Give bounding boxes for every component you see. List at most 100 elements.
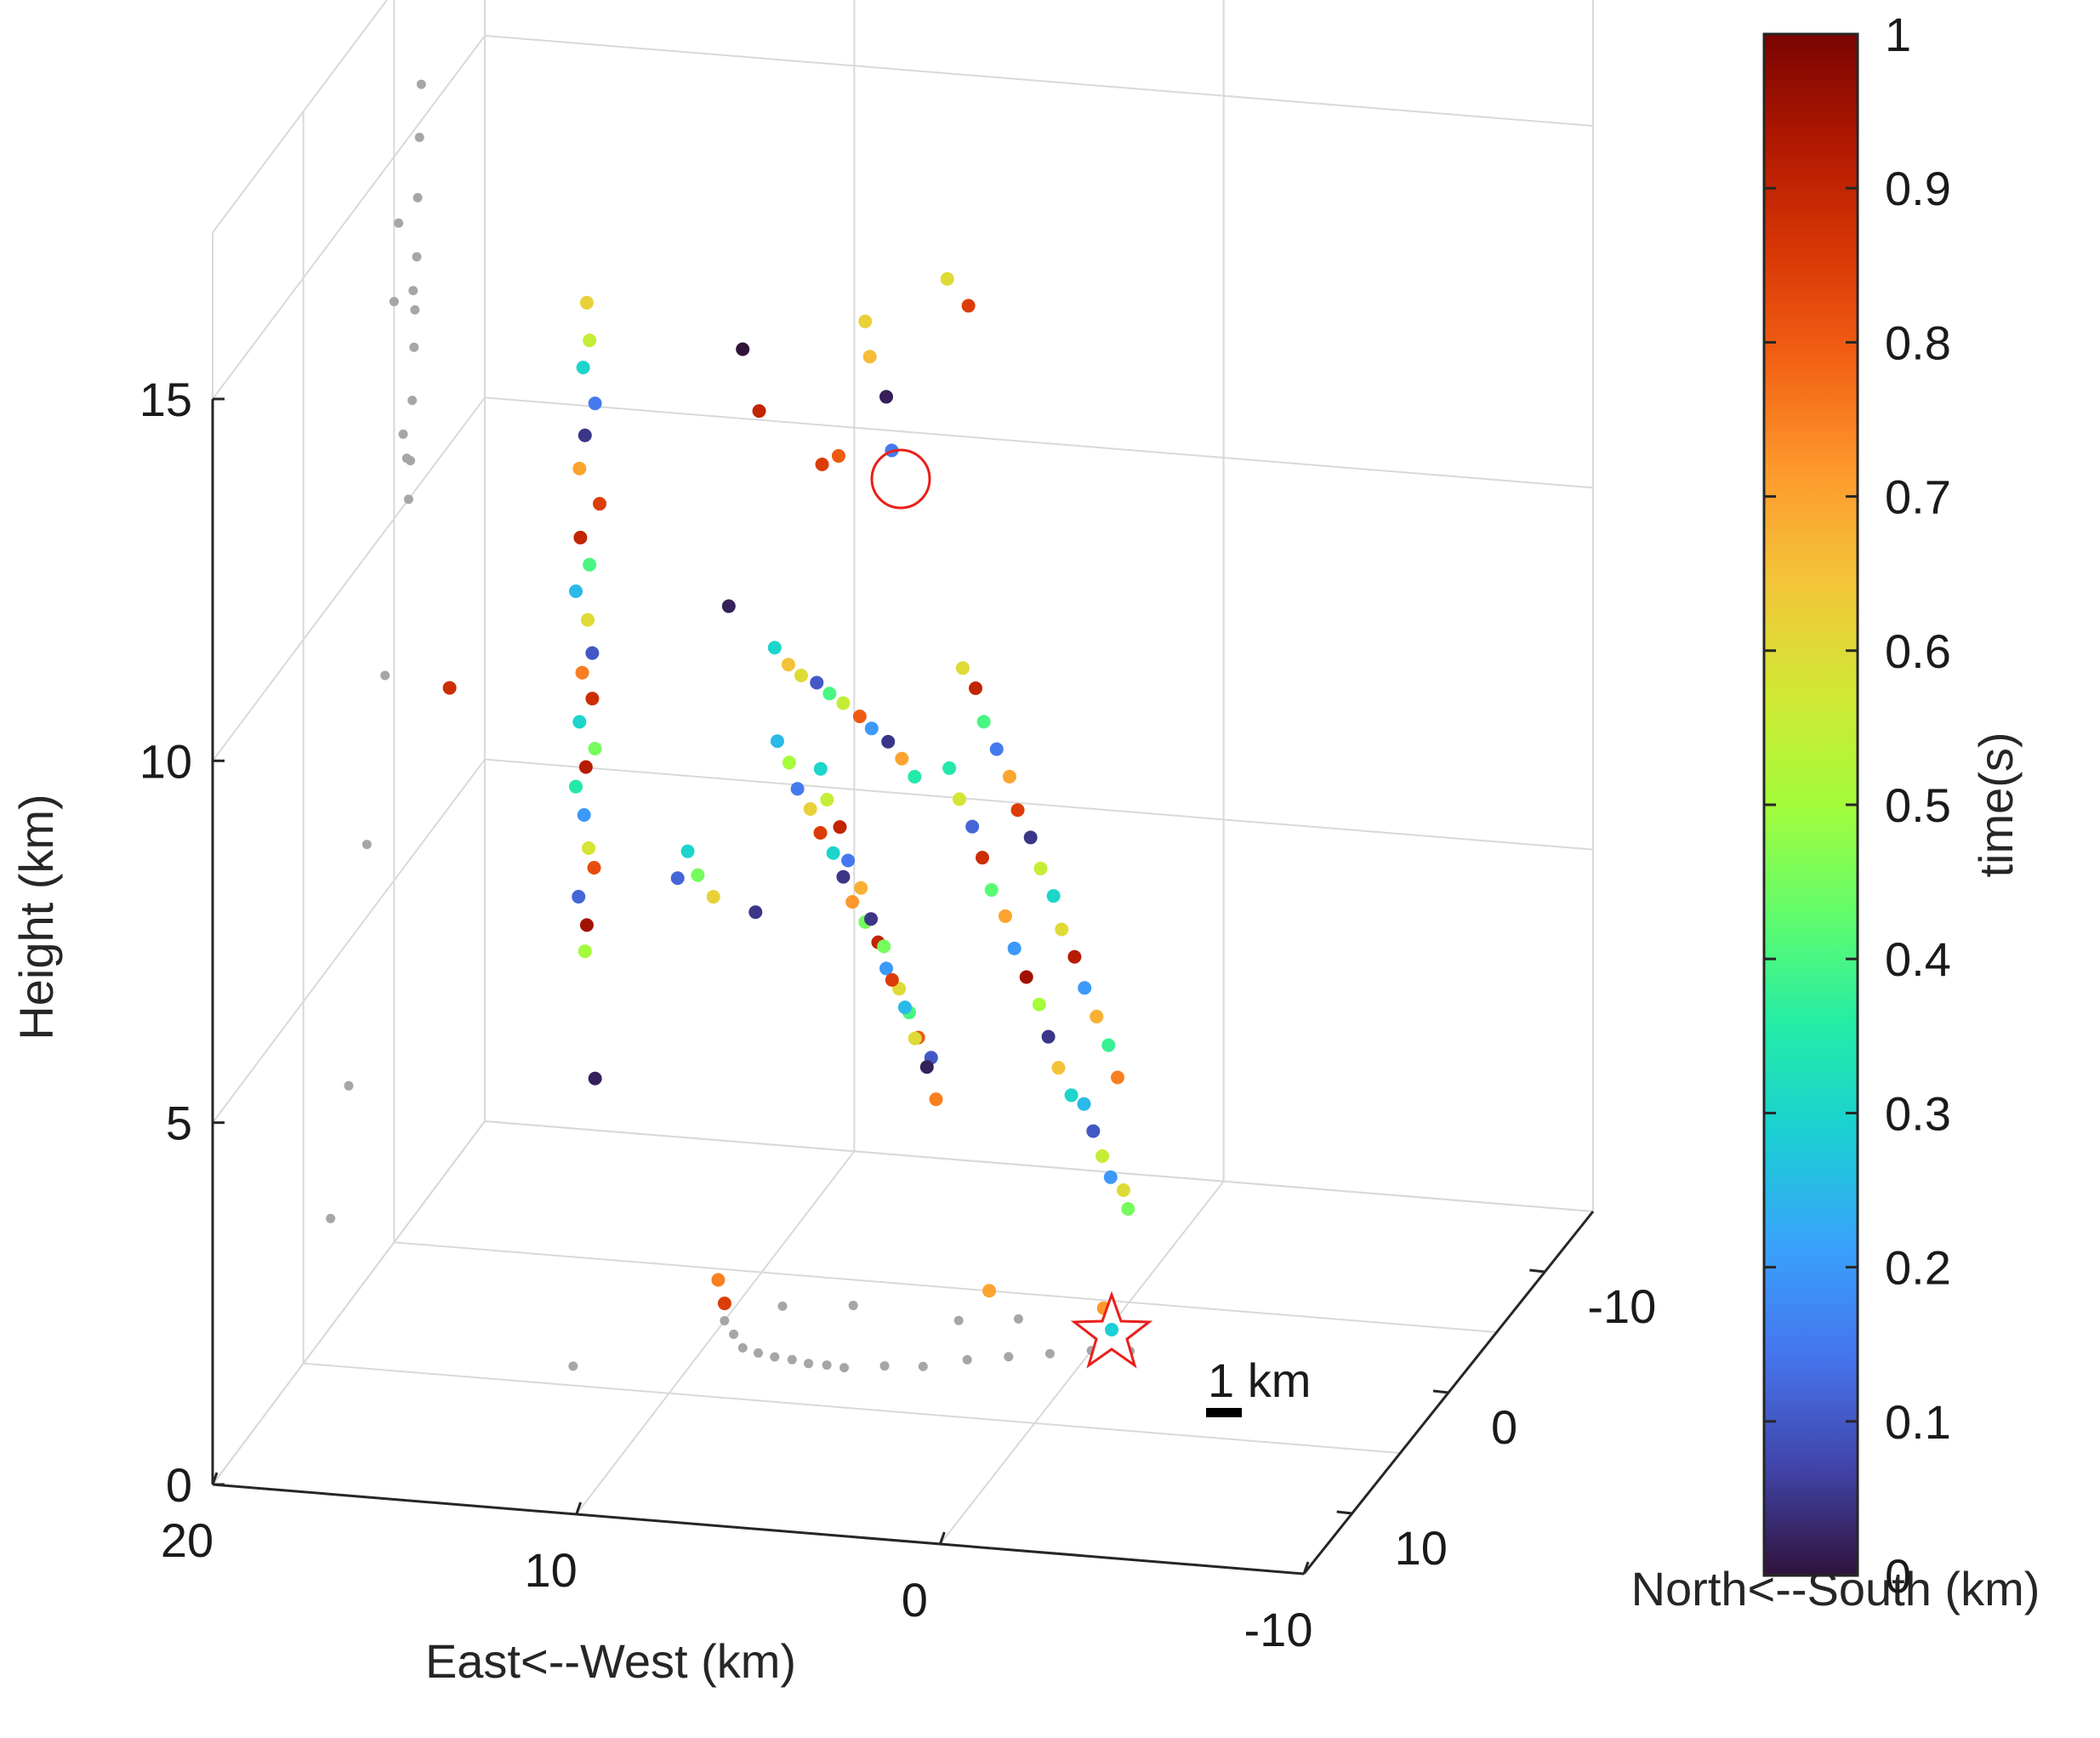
data-point [969,681,983,696]
projection-point [839,1363,850,1373]
data-point [852,709,867,724]
data-point [1096,1148,1110,1163]
data-point [831,448,845,463]
x-tick-mark [938,1531,946,1545]
x-tick-label: 0 [902,1573,928,1627]
data-point [908,769,922,784]
data-point [940,271,954,286]
projection-point [953,1315,964,1325]
data-point [577,807,591,822]
data-point [813,825,828,840]
data-point [782,755,796,770]
data-point [989,742,1004,756]
x-tick-mark [575,1502,583,1515]
data-point [721,599,736,613]
y-tick-mark [1336,1510,1352,1515]
colorbar-tick-label: 0.2 [1885,1241,1951,1295]
x-tick-mark [1302,1561,1310,1575]
data-point [578,428,592,442]
data-point [984,883,999,897]
colorbar-tick-label: 0.5 [1885,778,1951,832]
data-point [579,295,594,310]
back-wall-grid-line [484,35,1594,127]
data-point [1019,970,1033,984]
data-point [442,681,457,695]
colorbar-tick-label: 0.3 [1885,1086,1951,1140]
data-point [585,692,600,706]
projection-point [410,305,420,315]
data-point [1064,1088,1078,1103]
colorbar-tick-label: 0.6 [1885,624,1951,678]
annotations: 1 km [870,448,1311,1417]
data-point [975,851,989,865]
data-point [588,1071,602,1086]
colorbar-tick-label: 1 [1885,8,1911,61]
data-point [1078,981,1092,995]
data-point [569,584,583,599]
projection-point [737,1342,748,1353]
data-point [1110,1070,1124,1085]
data-point [572,890,586,904]
data-point [820,792,834,806]
data-point [1121,1202,1135,1217]
data-point [976,715,991,729]
data-point [1103,1170,1118,1184]
data-point [781,658,795,672]
data-point [1002,769,1016,784]
data-point [854,880,868,895]
data-point [881,734,896,749]
data-point [790,782,805,796]
projection-point [962,1354,972,1365]
y-tick-mark [1432,1389,1449,1394]
axes: 0 5 10 15 20 10 0 -10 -10 0 10 [139,373,1657,1656]
projection-point [380,670,390,681]
data-point [579,918,594,932]
data-point [1077,1097,1091,1111]
data-point [841,853,856,868]
data-point [583,333,597,348]
data-point [1055,922,1069,937]
x-tick-mark [211,1472,219,1485]
data-point [711,1273,726,1287]
data-point [578,944,592,959]
data-point [1023,830,1038,845]
colorbar-tick-label: 0.9 [1885,162,1951,215]
data-point [1090,1009,1104,1023]
data-point [955,661,970,675]
scale-bar-label: 1 km [1208,1353,1311,1407]
colorbar-label: time(s) [1969,732,2023,877]
data-point [864,721,879,736]
data-point [670,871,685,886]
projection-point [414,132,424,142]
axes-grid [212,0,1594,1575]
data-point [803,801,817,816]
colorbar: time(s) 0 0.1 0.2 0.3 0.4 0.5 0.6 0.7 0.8 0.9 1 [1762,8,2023,1603]
data-point [952,792,966,806]
colorbar-tick-label: 0.1 [1885,1395,1951,1449]
data-point [1046,889,1061,903]
projection-point [787,1354,797,1365]
z-tick-label: 10 [139,734,192,788]
projection-point [398,429,408,439]
data-point [826,846,840,860]
scale-bar [1206,1408,1242,1417]
y-tick-mark [1529,1268,1545,1274]
data-point [572,461,587,476]
projection-point [361,840,372,850]
z-tick-label: 15 [139,373,192,426]
data-point [1101,1038,1116,1052]
projection-point [401,453,412,464]
colorbar-tick-label: 0 [1885,1549,1911,1603]
data-point [794,668,808,682]
side-wall-grid-line [212,1120,486,1485]
data-point [858,314,873,328]
data-point [929,1092,943,1107]
star-center-point [1105,1323,1118,1336]
x-axis-label: East<--West (km) [425,1634,796,1688]
data-point [588,396,602,411]
axis-labels: Height (km) East<--West (km) North<--Sou… [9,794,2040,1688]
data-point [998,909,1012,923]
projection-point [1044,1348,1055,1359]
data-point [810,675,824,690]
data-point [691,868,705,882]
